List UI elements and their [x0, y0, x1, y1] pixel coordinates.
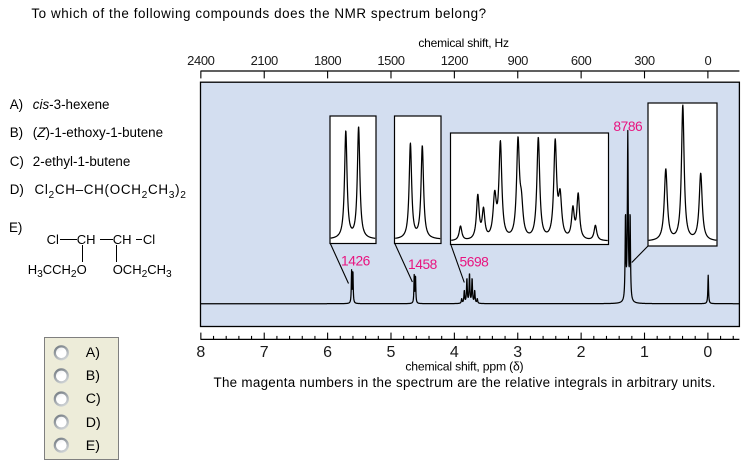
svg-text:2: 2 — [577, 344, 586, 361]
svg-text:8: 8 — [196, 344, 205, 361]
svg-text:2100: 2100 — [251, 53, 278, 68]
svg-text:1800: 1800 — [314, 53, 341, 68]
svg-text:1500: 1500 — [377, 53, 404, 68]
svg-text:chemical shift, Hz: chemical shift, Hz — [418, 36, 509, 50]
svg-text:0: 0 — [704, 53, 711, 68]
svg-text:600: 600 — [571, 53, 592, 68]
svg-text:1: 1 — [640, 344, 649, 361]
svg-text:300: 300 — [634, 53, 655, 68]
svg-text:6: 6 — [323, 344, 332, 361]
svg-text:2400: 2400 — [187, 53, 214, 68]
svg-text:3: 3 — [513, 344, 522, 361]
svg-text:5: 5 — [387, 344, 396, 361]
svg-text:8786: 8786 — [613, 119, 643, 134]
svg-text:7: 7 — [260, 344, 269, 361]
svg-text:1426: 1426 — [341, 254, 371, 269]
svg-text:900: 900 — [508, 53, 529, 68]
svg-text:1458: 1458 — [408, 257, 438, 272]
svg-text:chemical shift, ppm (δ): chemical shift, ppm (δ) — [405, 360, 523, 374]
svg-text:4: 4 — [450, 344, 459, 361]
svg-text:1200: 1200 — [441, 53, 468, 68]
svg-text:5698: 5698 — [460, 255, 490, 270]
svg-text:0: 0 — [703, 344, 712, 361]
